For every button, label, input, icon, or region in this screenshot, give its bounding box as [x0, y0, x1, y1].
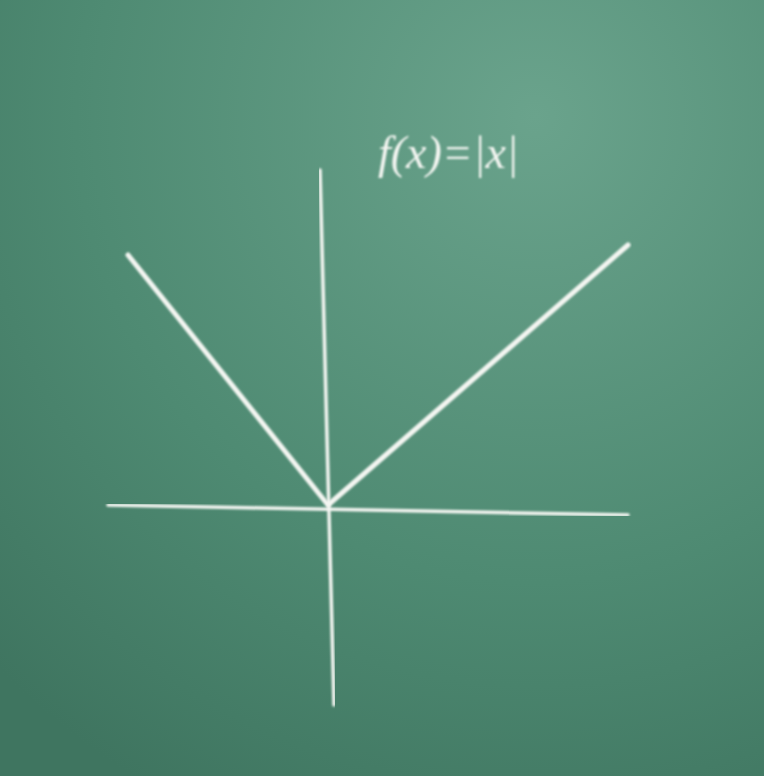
x-axis: [108, 505, 628, 515]
y-axis: [320, 170, 334, 705]
function-line: [128, 245, 628, 505]
plot-area: [128, 245, 628, 505]
background: [0, 0, 764, 776]
title: f(x)=|x|: [378, 127, 519, 178]
chart: f(x)=|x|: [0, 0, 764, 776]
